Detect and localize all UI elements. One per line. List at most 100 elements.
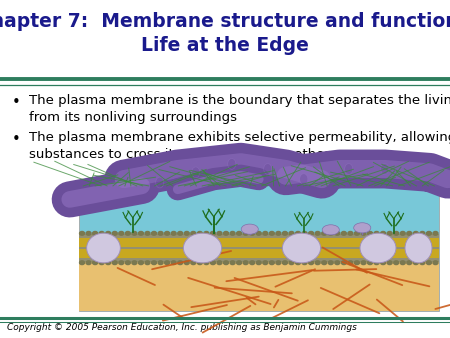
Circle shape [322,232,327,235]
Circle shape [165,232,170,235]
Circle shape [394,232,399,235]
Circle shape [361,261,366,265]
Ellipse shape [156,177,164,188]
FancyBboxPatch shape [79,262,439,311]
Circle shape [368,261,373,265]
FancyBboxPatch shape [79,249,439,258]
Circle shape [145,232,150,235]
Circle shape [243,261,248,265]
Circle shape [184,261,189,265]
Circle shape [99,261,104,265]
Circle shape [86,261,91,265]
Circle shape [126,232,130,235]
Ellipse shape [405,233,432,263]
Circle shape [256,261,261,265]
Text: Copyright © 2005 Pearson Education, Inc. publishing as Benjamin Cummings: Copyright © 2005 Pearson Education, Inc.… [7,323,356,332]
Ellipse shape [228,159,236,169]
Circle shape [348,232,353,235]
Circle shape [289,232,294,235]
Circle shape [237,261,242,265]
Circle shape [198,232,203,235]
Circle shape [263,232,268,235]
Circle shape [414,232,418,235]
Circle shape [289,261,294,265]
Ellipse shape [354,223,371,233]
Circle shape [355,261,360,265]
Ellipse shape [192,167,200,178]
Circle shape [328,261,333,265]
Circle shape [256,232,261,235]
Circle shape [433,261,438,265]
Circle shape [112,261,117,265]
Ellipse shape [381,164,389,174]
Circle shape [270,261,274,265]
Circle shape [433,232,438,235]
Circle shape [204,261,209,265]
Circle shape [309,261,314,265]
Circle shape [119,232,124,235]
Ellipse shape [282,233,320,263]
Circle shape [171,232,176,235]
Circle shape [407,232,412,235]
Text: •: • [11,95,20,110]
Circle shape [243,232,248,235]
Circle shape [302,232,307,235]
Circle shape [132,232,137,235]
Circle shape [191,232,196,235]
Circle shape [276,261,281,265]
Circle shape [420,261,425,265]
Circle shape [374,232,379,235]
Circle shape [276,232,281,235]
Ellipse shape [300,174,308,185]
Circle shape [427,232,432,235]
Circle shape [309,232,314,235]
Circle shape [204,232,209,235]
Circle shape [348,261,353,265]
Circle shape [86,232,91,235]
Circle shape [198,261,203,265]
Circle shape [80,261,85,265]
Circle shape [230,232,235,235]
Circle shape [99,232,104,235]
Circle shape [191,261,196,265]
Circle shape [139,261,144,265]
Circle shape [342,232,346,235]
Circle shape [217,232,222,235]
Circle shape [217,261,222,265]
FancyBboxPatch shape [79,234,439,262]
Circle shape [387,261,392,265]
Circle shape [178,232,183,235]
Text: The plasma membrane is the boundary that separates the living cell
from its nonl: The plasma membrane is the boundary that… [29,94,450,124]
Circle shape [283,232,288,235]
FancyBboxPatch shape [79,238,439,247]
Circle shape [93,261,98,265]
FancyBboxPatch shape [79,183,439,311]
Circle shape [152,261,157,265]
Circle shape [250,261,255,265]
Circle shape [400,232,405,235]
Ellipse shape [184,233,221,263]
Circle shape [230,261,235,265]
Text: The plasma membrane exhibits selective permeability, allowing some
substances to: The plasma membrane exhibits selective p… [29,131,450,161]
Circle shape [427,261,432,265]
Circle shape [283,261,288,265]
Circle shape [211,232,216,235]
Circle shape [93,232,98,235]
Circle shape [328,232,333,235]
Circle shape [158,261,163,265]
Ellipse shape [322,225,339,235]
Circle shape [335,261,340,265]
Circle shape [211,261,216,265]
Circle shape [184,232,189,235]
Circle shape [80,232,85,235]
Circle shape [374,261,379,265]
Circle shape [132,261,137,265]
Circle shape [139,232,144,235]
Circle shape [270,232,274,235]
Ellipse shape [264,164,272,174]
Circle shape [263,261,268,265]
Circle shape [414,261,418,265]
Circle shape [420,232,425,235]
Circle shape [407,261,412,265]
Text: •: • [11,132,20,147]
